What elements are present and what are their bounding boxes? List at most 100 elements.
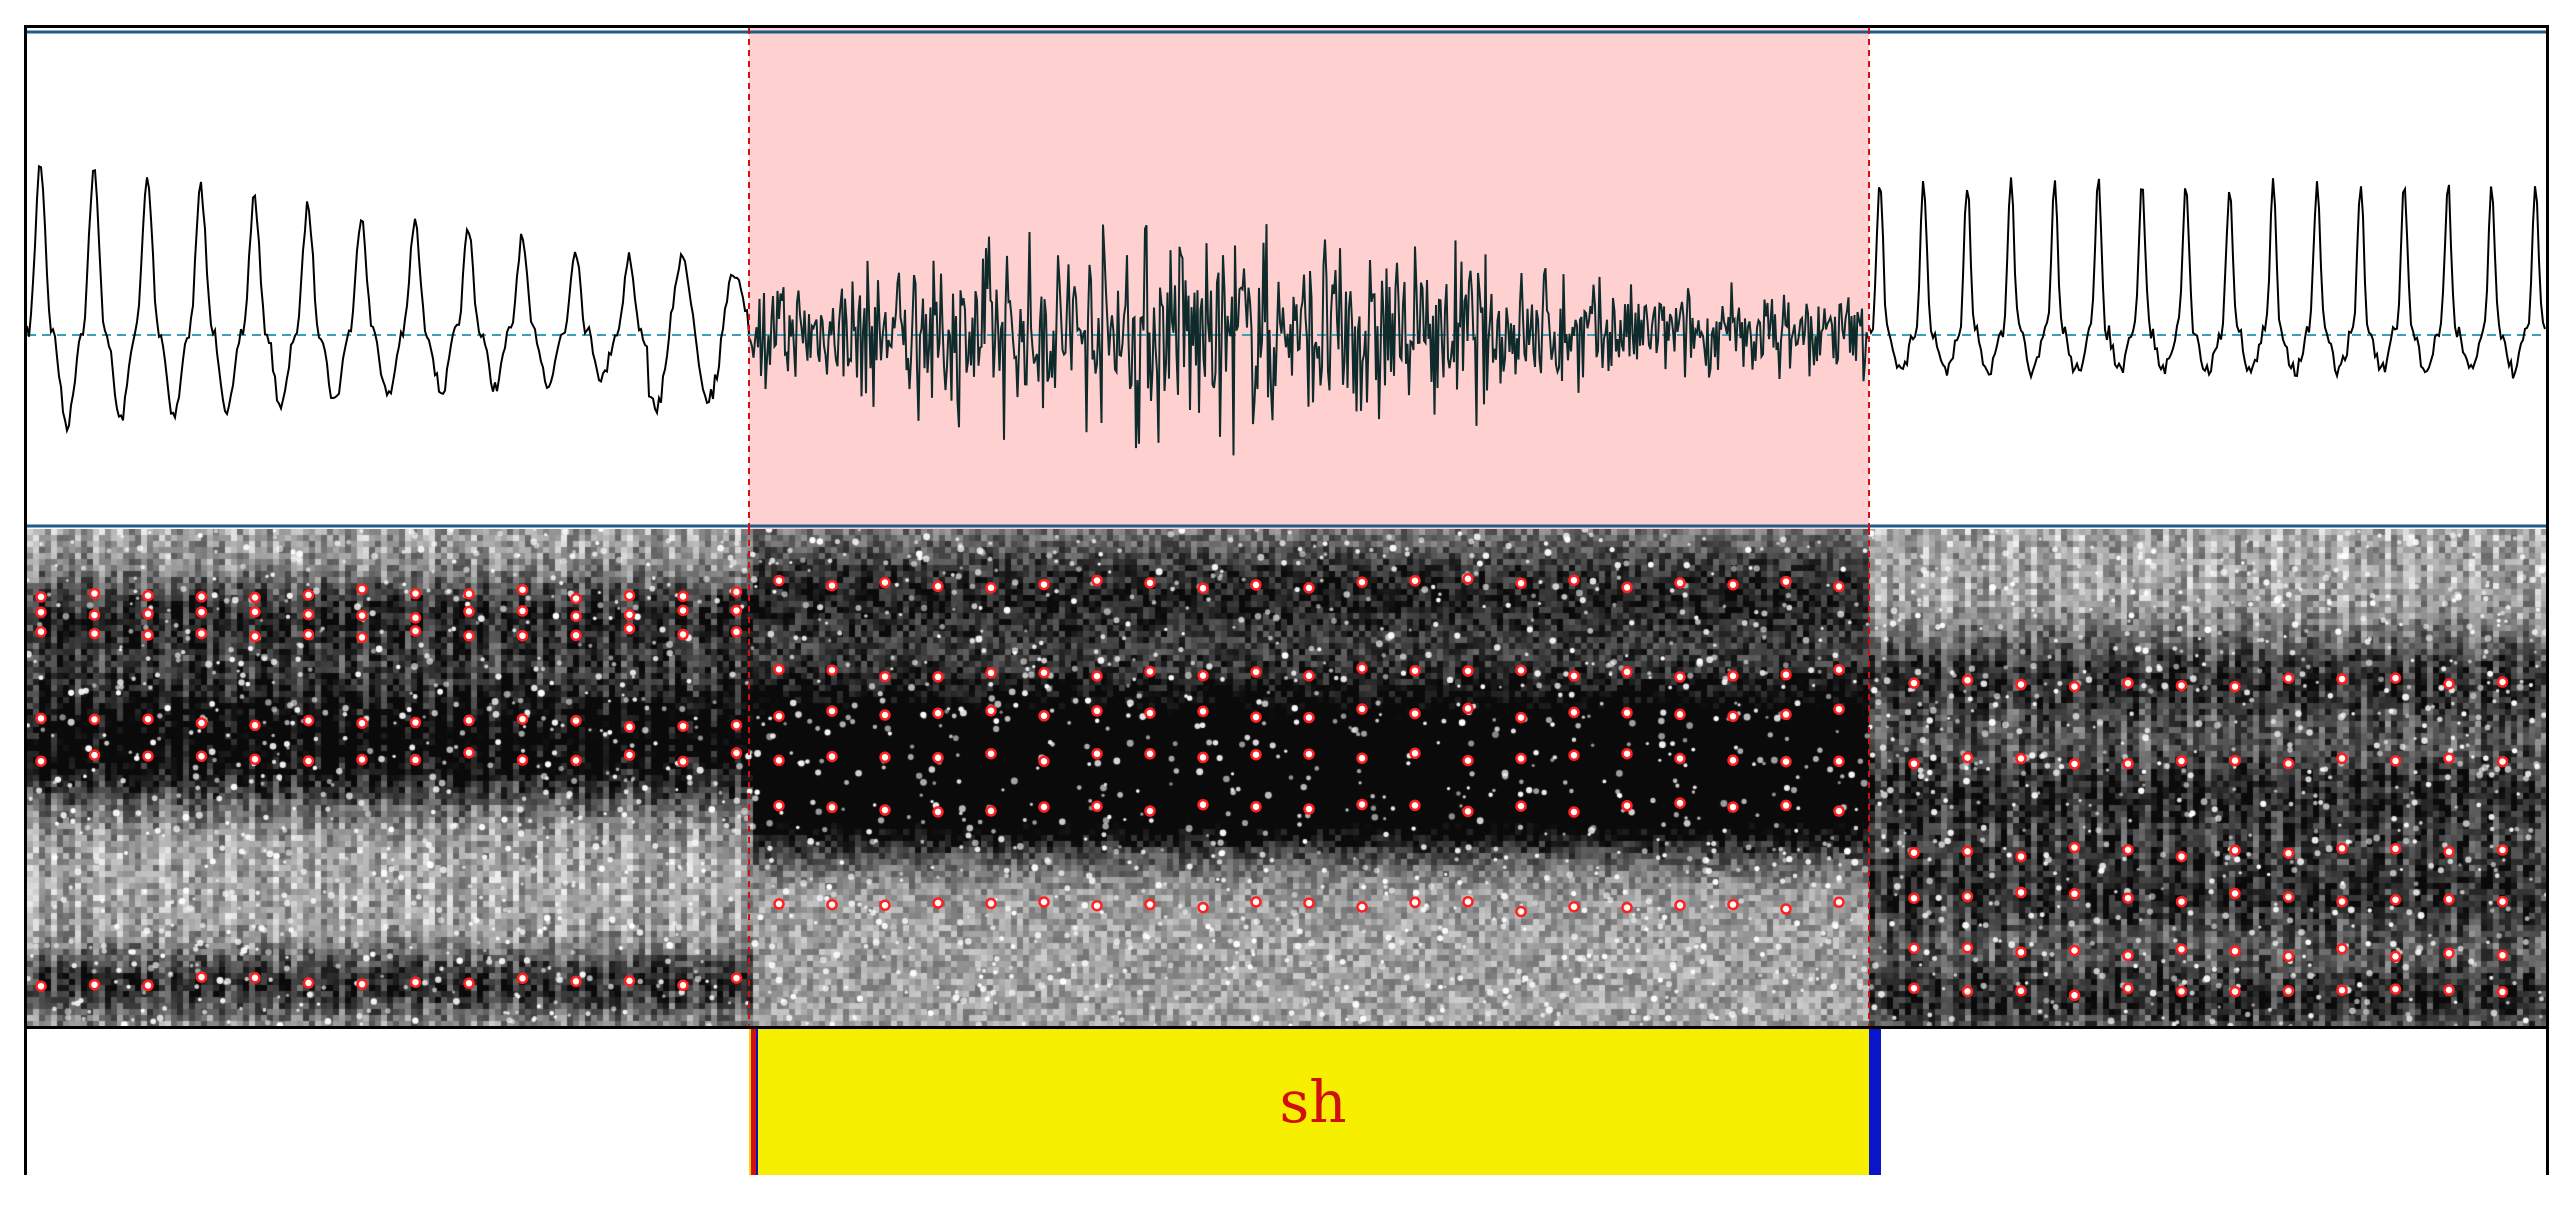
formant-marker-icon: [730, 747, 743, 759]
formant-marker-icon: [463, 714, 475, 727]
formant-marker-icon: [932, 671, 944, 683]
formant-marker-icon: [1462, 805, 1474, 818]
formant-marker-icon: [2389, 672, 2402, 684]
formant-marker-icon: [302, 755, 315, 767]
formant-marker-icon: [1674, 577, 1686, 589]
formant-marker-icon: [2175, 755, 2188, 767]
formant-marker-icon: [1780, 708, 1792, 721]
formant-marker-icon: [249, 972, 261, 984]
formant-marker-icon: [463, 605, 475, 618]
formant-marker-icon: [195, 606, 208, 618]
formant-marker-icon: [1303, 670, 1315, 682]
formant-marker-icon: [1303, 582, 1315, 594]
formant-marker-icon: [516, 605, 529, 617]
segment-end-boundary[interactable]: [1869, 1029, 1881, 1175]
formant-marker-icon: [302, 714, 315, 727]
formant-marker-icon: [1780, 575, 1792, 588]
formant-marker-icon: [730, 604, 743, 617]
formant-marker-icon: [985, 897, 997, 910]
formant-marker-icon: [1780, 799, 1792, 812]
formant-marker-icon: [1727, 670, 1739, 682]
formant-marker-icon: [623, 749, 636, 761]
formant-marker-icon: [1908, 846, 1920, 859]
waveform-selection: [748, 224, 1869, 456]
waveform-panel[interactable]: [27, 28, 2546, 529]
formant-marker-icon: [879, 576, 891, 589]
formant-marker-icon: [2175, 943, 2188, 955]
formant-marker-icon: [1038, 666, 1050, 679]
annotation-tier[interactable]: sh: [27, 1026, 2546, 1175]
formant-marker-icon: [1908, 892, 1920, 904]
formant-marker-icon: [570, 714, 582, 727]
formant-marker-icon: [1091, 800, 1103, 813]
formant-marker-icon: [1038, 710, 1050, 722]
formant-marker-icon: [623, 721, 636, 733]
formant-marker-icon: [2175, 895, 2188, 908]
formant-marker-icon: [356, 753, 368, 766]
formant-marker-icon: [2443, 845, 2455, 858]
waveform-after: [1868, 177, 2546, 381]
formant-marker-icon: [249, 606, 261, 618]
formant-marker-icon: [2068, 944, 2081, 957]
formant-marker-icon: [249, 753, 261, 765]
formant-marker-icon: [1197, 669, 1209, 682]
formant-marker-icon: [2229, 844, 2241, 857]
formant-marker-icon: [302, 589, 315, 601]
formant-marker-icon: [2336, 942, 2348, 955]
formant-marker-icon: [773, 898, 785, 910]
formant-marker-icon: [1197, 798, 1209, 811]
formant-marker-icon: [1409, 896, 1421, 909]
formant-marker-icon: [88, 587, 101, 600]
formant-marker-icon: [142, 750, 154, 762]
formant-marker-icon: [463, 630, 475, 642]
formant-marker-icon: [1356, 798, 1368, 811]
formant-marker-icon: [2015, 752, 2027, 765]
formant-marker-icon: [1356, 703, 1368, 715]
formant-marker-icon: [1621, 707, 1633, 719]
formant-marker-icon: [1568, 806, 1580, 818]
formant-marker-icon: [35, 712, 47, 725]
formant-marker-icon: [409, 754, 422, 766]
segment-interval[interactable]: sh: [757, 1029, 1869, 1175]
formant-marker-icon: [985, 805, 997, 817]
formant-marker-icon: [2229, 887, 2241, 900]
formant-marker-icon: [985, 582, 997, 594]
formant-marker-icon: [1961, 751, 1974, 764]
formant-marker-icon: [773, 754, 785, 767]
formant-marker-icon: [1515, 664, 1527, 677]
formant-marker-icon: [2496, 755, 2509, 768]
formant-marker-icon: [1409, 574, 1421, 587]
formant-marker-icon: [2068, 989, 2081, 1002]
formant-marker-icon: [2389, 950, 2402, 963]
formant-marker-icon: [570, 975, 582, 988]
formant-marker-icon: [879, 804, 891, 816]
formant-marker-icon: [1961, 890, 1974, 903]
formant-marker-icon: [35, 591, 47, 603]
formant-marker-icon: [1038, 755, 1050, 768]
formant-marker-icon: [677, 979, 689, 992]
formant-marker-icon: [1727, 801, 1739, 813]
formant-marker-icon: [1462, 895, 1474, 908]
segment-start-boundary[interactable]: [749, 1029, 758, 1175]
formant-marker-icon: [356, 978, 368, 990]
formant-marker-icon: [570, 629, 582, 642]
formant-marker-icon: [2443, 678, 2455, 690]
formant-marker-icon: [1568, 706, 1580, 719]
formant-marker-icon: [302, 628, 315, 641]
formant-marker-icon: [516, 713, 529, 725]
formant-marker-icon: [516, 629, 529, 642]
formant-marker-icon: [773, 799, 785, 812]
formant-marker-icon: [1303, 803, 1315, 815]
formant-marker-icon: [1038, 896, 1050, 908]
formant-marker-icon: [1961, 985, 1974, 998]
formant-marker-icon: [932, 580, 944, 593]
formant-marker-icon: [570, 610, 582, 622]
formant-marker-icon: [985, 667, 997, 679]
formant-marker-icon: [409, 716, 422, 729]
formant-marker-icon: [2496, 895, 2509, 908]
formant-marker-icon: [2122, 844, 2134, 856]
formant-marker-icon: [1250, 711, 1262, 723]
spectrogram-panel[interactable]: [27, 529, 2546, 1026]
formant-marker-icon: [2336, 842, 2348, 855]
speech-editor[interactable]: sh: [24, 25, 2549, 1175]
